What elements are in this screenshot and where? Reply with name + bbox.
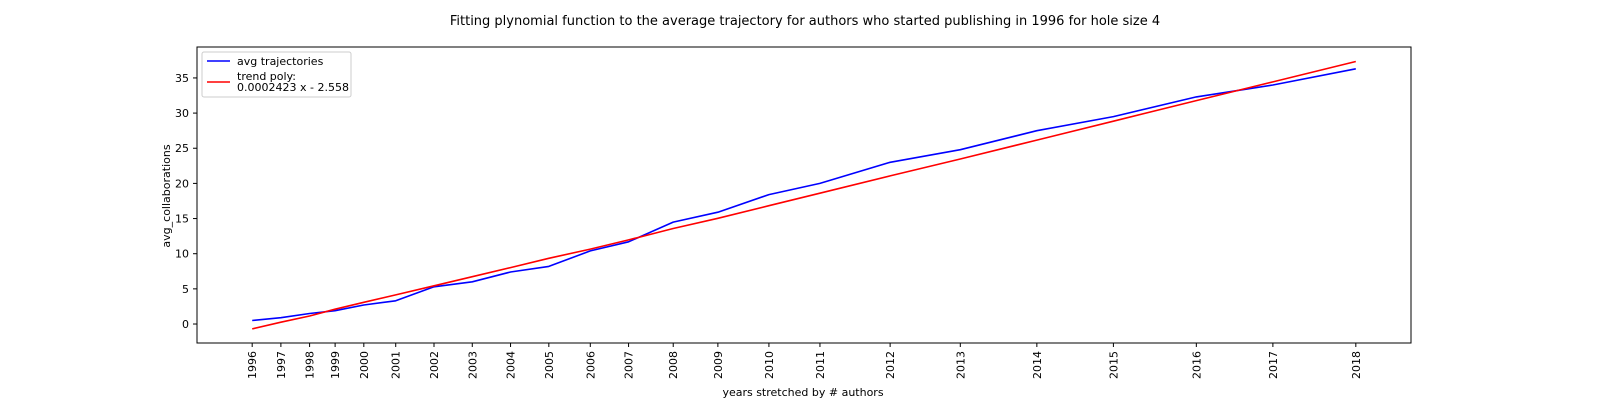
plot-area: 0 5 10 15 20 25 30 35 1996 1997 1998 1999 2000 2001 20…: [175, 46, 1412, 379]
series-line-avg-trajectories: [252, 68, 1356, 322]
x-axis-label: years stretched by # authors: [722, 386, 883, 399]
x-tick-label: 2006: [584, 351, 597, 379]
legend-label-trend-poly: trend poly:: [237, 70, 296, 83]
y-tick-label: 0: [182, 318, 189, 331]
y-axis-label: avg_collaborations: [160, 144, 173, 247]
x-tick-label: 2017: [1267, 351, 1280, 379]
x-tick-label: 2005: [543, 351, 556, 379]
legend-frame: [201, 51, 352, 98]
y-tick-label: 10: [175, 248, 189, 261]
y-tick-label: 20: [175, 177, 189, 190]
x-tick-label: 1996: [246, 351, 259, 379]
chart-title: Fitting plynomial function to the averag…: [450, 14, 1160, 29]
x-tick-label: 2010: [763, 351, 776, 379]
y-tick-label: 25: [175, 142, 189, 155]
x-tick-label: 2002: [428, 351, 441, 379]
legend: avg trajectories trend poly: 0.0002423 x…: [201, 51, 352, 98]
x-tick-label: 2000: [358, 351, 371, 379]
y-tick-label: 35: [175, 72, 189, 85]
legend-label-trend-poly-equation: 0.0002423 x - 2.558: [237, 81, 349, 94]
y-tick-label: 15: [175, 213, 189, 226]
x-tick-label: 2013: [954, 351, 967, 379]
x-tick-label: 2009: [712, 351, 725, 379]
y-tick-label: 5: [182, 283, 189, 296]
y-tick-label: 30: [175, 107, 189, 120]
x-tick-label: 2008: [667, 351, 680, 379]
x-tick-label: 2003: [466, 351, 479, 379]
x-tick-label: 1998: [304, 351, 317, 379]
x-tick-label: 2011: [814, 351, 827, 379]
axes-frame: [196, 46, 1412, 344]
x-tick-label: 2018: [1350, 351, 1363, 379]
x-tick-label: 2015: [1107, 351, 1120, 379]
x-tick-label: 2004: [505, 351, 518, 379]
x-tick-label: 2014: [1031, 351, 1044, 379]
x-tick-label: 1999: [329, 351, 342, 379]
x-tick-label: 2016: [1190, 351, 1203, 379]
legend-label-avg-trajectories: avg trajectories: [237, 55, 324, 68]
series-line-trend-poly: [252, 60, 1356, 330]
x-tick-label: 1997: [275, 351, 288, 379]
x-tick-label: 2007: [623, 351, 636, 379]
x-tick-label: 2012: [884, 351, 897, 379]
x-tick-label: 2001: [390, 351, 403, 379]
